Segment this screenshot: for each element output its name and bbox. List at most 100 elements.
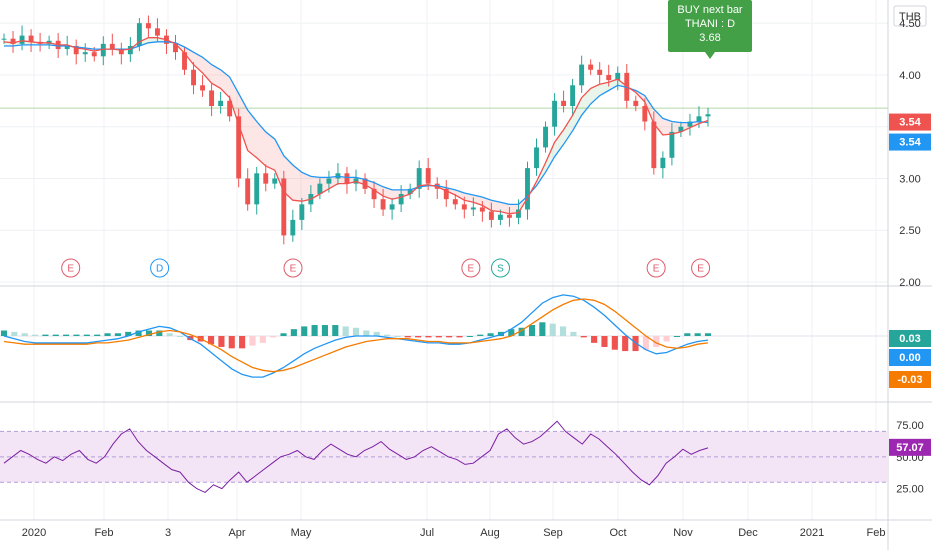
macd-histogram-bar <box>653 336 660 347</box>
candle-body <box>218 100 224 106</box>
candle-body <box>588 64 594 70</box>
macd-histogram-bar <box>207 336 215 345</box>
macd-tag-box <box>889 349 931 366</box>
event-marker[interactable]: E <box>461 258 481 278</box>
candle-body <box>254 173 260 205</box>
candle-body <box>443 188 449 200</box>
macd-histogram-bar <box>125 331 132 336</box>
macd-histogram-bar <box>601 336 608 347</box>
macd-histogram-bar <box>0 330 8 336</box>
candle-body <box>227 100 233 117</box>
price-tick-label: 3.00 <box>899 173 920 185</box>
macd-histogram-bar <box>446 336 453 338</box>
rsi-tag-label: 57.07 <box>896 442 924 454</box>
event-marker[interactable]: E <box>691 258 711 278</box>
macd-histogram-bar <box>673 336 681 337</box>
candle-body <box>669 131 675 158</box>
macd-histogram-bar <box>487 333 494 336</box>
candle-body <box>344 173 350 184</box>
candle-body <box>606 74 612 81</box>
candle-body <box>154 28 160 36</box>
event-marker[interactable]: E <box>61 258 81 278</box>
event-marker[interactable]: S <box>491 258 511 278</box>
price-tag-label: 3.54 <box>899 117 921 129</box>
candle-body <box>109 43 115 50</box>
candle-body <box>660 157 666 169</box>
candle-body <box>281 178 287 236</box>
event-marker-circle <box>491 258 511 278</box>
event-marker-letter: E <box>697 264 704 275</box>
event-marker[interactable]: E <box>283 258 303 278</box>
price-candles[interactable] <box>1 15 711 245</box>
macd-histogram-bar <box>94 334 101 336</box>
event-marker-letter: D <box>156 264 163 275</box>
buy-signal-callout: BUY next bar THANI : D 3.68 <box>668 0 752 59</box>
macd-histogram-bar <box>52 334 59 336</box>
macd-histogram-bar <box>404 336 411 338</box>
macd-histogram-bar <box>218 336 225 347</box>
ema-cloud-segment <box>229 77 239 125</box>
candle-body <box>19 35 25 44</box>
event-marker[interactable]: E <box>646 258 666 278</box>
candle-body <box>488 211 494 220</box>
callout-line: THANI : D <box>685 18 735 30</box>
candle-body <box>10 38 16 44</box>
price-axis[interactable]: THB4.504.003.503.002.502.003.543.540.030… <box>889 5 931 496</box>
candle-body <box>145 23 151 29</box>
macd-histogram-bar <box>301 326 308 336</box>
macd-pane <box>0 294 888 378</box>
currency-label: THB <box>899 11 921 23</box>
macd-histogram-bar <box>394 336 401 337</box>
rsi-tag-box <box>889 438 931 456</box>
ema-cloud-segment <box>572 97 582 131</box>
candle-body <box>398 194 404 205</box>
candle-body <box>290 219 296 236</box>
macd-histogram-bar <box>508 329 515 336</box>
macd-histogram-bar <box>373 331 380 336</box>
event-marker-letter: E <box>653 264 660 275</box>
candle-body <box>633 100 639 106</box>
time-tick-label: 2021 <box>800 527 824 539</box>
candle-body <box>100 43 106 57</box>
callout-box <box>668 0 752 52</box>
price-tick-label: 2.00 <box>899 277 920 289</box>
macd-histogram-bar <box>259 336 266 343</box>
macd-histogram-bar <box>166 333 173 336</box>
macd-histogram-bar <box>456 336 463 338</box>
macd-tag-label: 0.00 <box>899 352 920 364</box>
event-marker-circle <box>61 258 81 278</box>
macd-histogram-bar <box>135 330 142 336</box>
ema-cloud-segment <box>292 165 302 202</box>
macd-histogram-bar <box>435 336 442 338</box>
macd-signal-line <box>3 298 709 373</box>
candle-body <box>245 178 251 205</box>
macd-histogram-bar <box>466 336 473 337</box>
macd-histogram-bar <box>363 330 370 336</box>
macd-histogram-bar <box>663 336 670 342</box>
ema-cloud-segment <box>653 109 663 135</box>
ema-cloud-segment <box>599 82 609 96</box>
macd-histogram-bar <box>73 334 80 336</box>
macd-histogram-bar <box>352 327 360 336</box>
candle-body <box>479 207 485 212</box>
macd-histogram-bar <box>104 333 111 336</box>
ema-cloud-segment <box>202 57 212 84</box>
candle-body <box>651 121 657 169</box>
candle-body <box>579 64 585 86</box>
event-marker-letter: S <box>497 264 504 275</box>
ema-cloud-segment <box>491 200 501 212</box>
macd-histogram-bar <box>176 336 184 337</box>
macd-line <box>3 294 709 378</box>
time-axis[interactable]: 2020 Feb 3 Apr May Jul Aug Sep Oct Nov Dec 2021 Feb <box>22 527 886 539</box>
macd-histogram-bar <box>684 333 691 336</box>
time-tick-label: May <box>291 527 312 539</box>
event-marker[interactable]: D <box>150 258 170 278</box>
candle-body <box>452 199 458 205</box>
ema-cloud-segment <box>238 93 248 151</box>
event-marker-letter: E <box>468 264 475 275</box>
time-tick-label: Dec <box>738 527 758 539</box>
macd-histogram-bar <box>580 336 587 338</box>
ema-cloud-segment <box>464 192 474 203</box>
